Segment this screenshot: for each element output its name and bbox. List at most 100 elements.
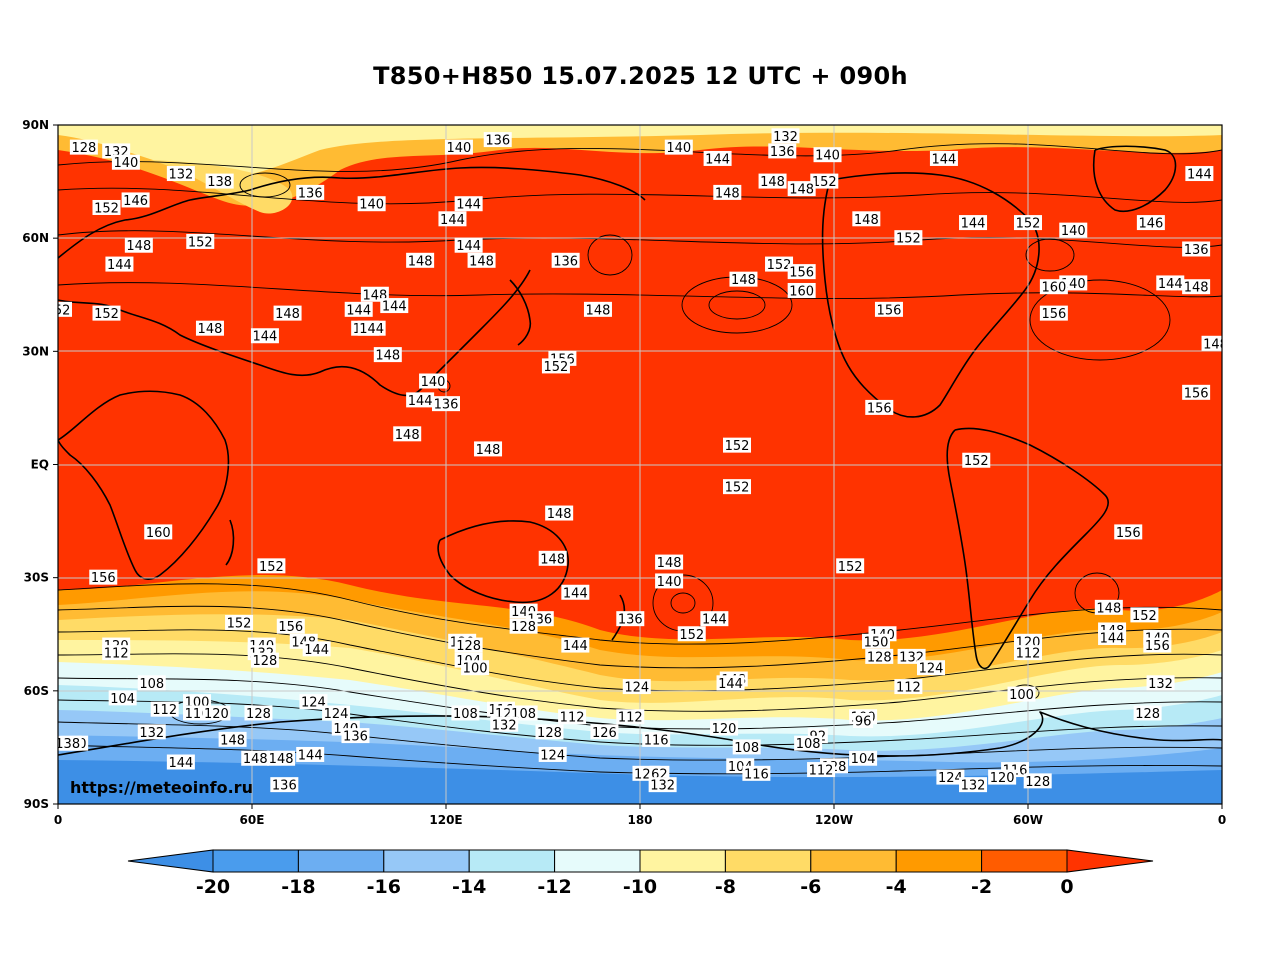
contour-label-bg bbox=[853, 713, 874, 729]
contour-label-text: 148 bbox=[408, 254, 433, 269]
contour-label: 124 bbox=[538, 746, 567, 763]
contour-line bbox=[58, 282, 1222, 299]
contour-label: 144 bbox=[929, 150, 958, 167]
colorbar-tick-label: 0 bbox=[1060, 876, 1073, 898]
contour-label: 100 bbox=[1007, 686, 1036, 703]
contour-label-bg bbox=[541, 358, 570, 374]
contour-label-text: 104 bbox=[851, 752, 876, 767]
contour-label-bg bbox=[1182, 279, 1211, 295]
contour-label-text: 148 bbox=[789, 183, 814, 198]
contour-label-bg bbox=[273, 305, 302, 321]
contour-label-text: 100 bbox=[1009, 688, 1034, 703]
contour-label-text: 112 bbox=[896, 681, 921, 696]
contour-label: 136 bbox=[551, 252, 580, 269]
contour-label-text: 104 bbox=[110, 692, 135, 707]
contour-label-text: 152 bbox=[188, 235, 213, 250]
contour-label-text: 128 bbox=[246, 707, 271, 722]
contour-label: 148 bbox=[729, 271, 758, 288]
colorbar-tick-label: -14 bbox=[452, 876, 486, 898]
contour-label-bg bbox=[771, 128, 800, 144]
contour-label: 152 bbox=[677, 626, 706, 643]
contour-label: 136 bbox=[341, 728, 370, 745]
contour-label-bg bbox=[622, 679, 651, 695]
contour-label-bg bbox=[360, 286, 389, 302]
contour-label-text: 126 bbox=[592, 726, 617, 741]
contour-label: 128 bbox=[535, 724, 564, 741]
contour-label-bg bbox=[545, 505, 574, 521]
contour-label: 160 bbox=[144, 524, 173, 541]
contour-line bbox=[58, 143, 1222, 172]
contour-label-text: 124 bbox=[301, 696, 326, 711]
contour-label-bg bbox=[655, 554, 684, 570]
contour-label-text: 148 bbox=[1184, 281, 1209, 296]
contour-label-text: 144 bbox=[1158, 277, 1183, 292]
contour-label: 112 bbox=[558, 709, 587, 726]
contour-label-bg bbox=[490, 716, 519, 732]
contour-label: 144 bbox=[454, 237, 483, 254]
contour-label: 152 bbox=[186, 233, 215, 250]
contour-label-text: 144 bbox=[168, 756, 193, 771]
colorbar-tick-label: -6 bbox=[800, 876, 821, 898]
contour-label-bg bbox=[729, 271, 758, 287]
contour-label-text: 144 bbox=[107, 258, 132, 273]
contour-label: 96 bbox=[853, 713, 874, 730]
contour-label-bg bbox=[92, 199, 121, 215]
contour-label-bg bbox=[1143, 637, 1172, 653]
contour-label-bg bbox=[616, 611, 645, 627]
contour-closed bbox=[239, 172, 291, 198]
contour-label-text: 144 bbox=[1187, 168, 1212, 183]
contour-label-text: 128 bbox=[1025, 775, 1050, 790]
contour-label-bg bbox=[202, 705, 231, 721]
contour-label-bg bbox=[111, 154, 140, 170]
contour-label: 156 bbox=[787, 264, 816, 281]
contour-label-text: 136 bbox=[272, 779, 297, 794]
contour-label-text: 132 bbox=[492, 718, 517, 733]
arctic-cool-field bbox=[58, 125, 1222, 206]
contour-label: 152 bbox=[1014, 215, 1042, 232]
contour-label-bg bbox=[1136, 215, 1165, 231]
contour-label: 152 bbox=[1130, 607, 1159, 624]
contour-label: 152 bbox=[810, 173, 839, 190]
contour-label-text: 124 bbox=[324, 707, 349, 722]
contour-label-text: 124 bbox=[938, 771, 963, 786]
contour-label: 148 bbox=[218, 731, 247, 748]
coastline-eurasia-north bbox=[58, 166, 646, 259]
contour-label-text: 160 bbox=[1041, 281, 1066, 296]
contour-label-bg bbox=[1014, 633, 1042, 649]
contour-label-bg bbox=[852, 211, 881, 227]
colorbar-segment bbox=[212, 849, 299, 873]
contour-label-bg bbox=[218, 731, 247, 747]
contour-label-bg bbox=[1182, 384, 1211, 400]
contour-label-bg bbox=[241, 750, 270, 766]
contour-label-bg bbox=[959, 215, 988, 231]
contour-label-text: 152 bbox=[896, 232, 921, 247]
contour-label-bg bbox=[444, 139, 473, 155]
contour-label-text: 148 bbox=[243, 752, 268, 767]
contour-label-text: 144 bbox=[932, 152, 957, 167]
contour-label: 132 bbox=[1146, 675, 1175, 692]
contour-label-bg bbox=[483, 132, 512, 148]
contour-label-bg bbox=[732, 739, 761, 755]
contour-label-text: 144 bbox=[702, 613, 727, 628]
contour-label: 148 bbox=[373, 347, 402, 364]
contour-label-text: 140 bbox=[113, 156, 138, 171]
contour-label: 144 bbox=[454, 196, 483, 213]
contour-label-bg bbox=[1094, 599, 1123, 615]
contour-label-text: 136 bbox=[553, 254, 578, 269]
contour-label-text: 140 bbox=[1061, 224, 1086, 239]
contour-label-bg bbox=[723, 479, 751, 495]
contour-label: 136 bbox=[270, 777, 299, 794]
contour-label: 140 bbox=[357, 196, 386, 213]
contour-label: 144 bbox=[166, 754, 195, 771]
coastline-greenland bbox=[1092, 145, 1177, 212]
lat-tick-label: 30N bbox=[22, 344, 49, 358]
contour-label-text: 108 bbox=[453, 707, 478, 722]
contour-label-bg bbox=[813, 147, 842, 163]
colorbar-tick-label: -20 bbox=[196, 876, 230, 898]
contour-label: 138 bbox=[58, 735, 82, 752]
contour-label: 148 bbox=[545, 505, 574, 522]
contour-label-bg bbox=[357, 196, 386, 212]
contour-label-bg bbox=[186, 233, 215, 249]
contour-label-text: 108 bbox=[796, 737, 821, 752]
contour-label: 128 bbox=[509, 618, 538, 635]
